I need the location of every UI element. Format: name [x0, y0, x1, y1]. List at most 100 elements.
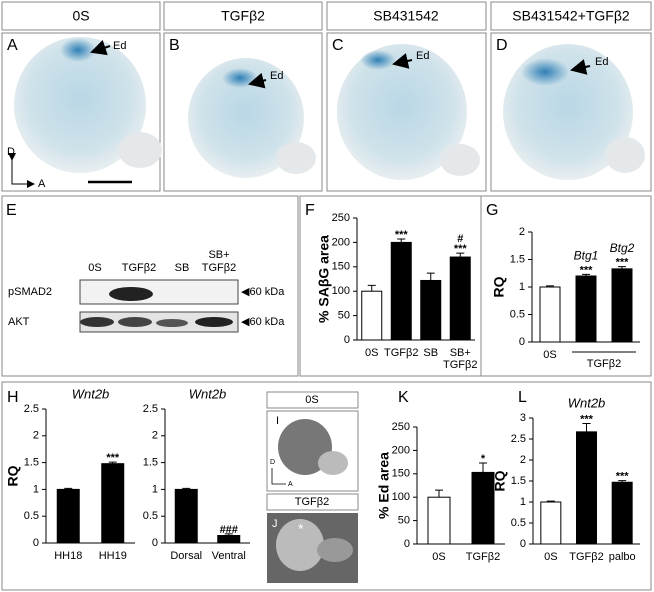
y-tick-label: 150	[332, 261, 350, 273]
y-tick-label: 2	[520, 454, 526, 466]
panel-letter: I	[276, 415, 279, 427]
error-bar	[618, 266, 626, 269]
x-tick-label: HH19	[99, 550, 127, 562]
orientation-axes	[8, 153, 35, 188]
panel-box	[1, 381, 652, 591]
x-tick-label: TGFβ2	[569, 551, 603, 563]
arrow-label: Ed	[595, 56, 608, 68]
mark: *	[298, 521, 304, 537]
panel-letter: E	[6, 202, 17, 219]
error-bar	[367, 284, 376, 292]
significance-label: ***	[106, 452, 120, 464]
y-tick-label: 250	[332, 212, 350, 224]
group-label: TGFβ2	[587, 358, 621, 370]
lane-label: TGFβ2	[122, 262, 156, 274]
bar	[540, 501, 562, 545]
x-tick-label: 0S	[543, 349, 556, 361]
significance-label: ***	[616, 257, 630, 269]
lane-label: SB	[175, 262, 190, 274]
y-tick-label: 1.5	[510, 253, 525, 265]
bar	[217, 534, 241, 544]
panel-letter: J	[272, 518, 278, 530]
header-box	[326, 1, 487, 31]
x-tick-label: Ventral	[212, 550, 246, 562]
x-tick-label: HH18	[54, 550, 82, 562]
header: TGFβ2	[221, 8, 265, 24]
y-tick-label: 3	[520, 412, 526, 424]
bar	[420, 279, 442, 341]
significance-label: ***	[616, 470, 630, 482]
arrow	[570, 59, 591, 75]
panel-letter: A	[7, 37, 18, 54]
y-tick-label: 0.5	[143, 510, 158, 522]
arrow-label: Ed	[270, 70, 283, 82]
arrow-label: Ed	[113, 40, 126, 52]
y-tick-label: 0.5	[511, 517, 526, 529]
significance-label: #	[457, 233, 463, 245]
bar	[576, 431, 597, 545]
arrow-label: Ed	[416, 50, 429, 62]
y-tick-label: 1.5	[24, 457, 39, 469]
y-axis-title: RQ	[491, 276, 507, 297]
chart-title: Wnt2b	[72, 386, 110, 401]
error-bar	[618, 480, 627, 483]
x-tick-label: TGFβ2	[443, 359, 477, 371]
significance-label: ***	[580, 413, 594, 425]
y-tick-label: 1	[152, 483, 158, 495]
embryo	[14, 37, 645, 180]
y-tick-label: 150	[392, 468, 410, 480]
y-tick-label: 1.5	[511, 475, 526, 487]
panel-letter: B	[169, 37, 180, 54]
y-tick-label: 0	[33, 537, 39, 549]
error-bar	[108, 461, 117, 464]
significance-label: *	[481, 453, 486, 465]
x-tick-label: TGFβ2	[384, 347, 418, 359]
y-tick-label: 50	[398, 515, 410, 527]
y-tick-label: 2	[33, 430, 39, 442]
y-tick-label: 50	[338, 310, 350, 322]
y-axis-title: % Ed area	[376, 452, 392, 519]
header: SB431542+TGFβ2	[512, 8, 630, 24]
arrow	[90, 39, 111, 56]
marker-label: ◀60 kDa	[241, 316, 285, 328]
x-tick-label: SB+	[450, 347, 471, 359]
bar	[449, 256, 471, 341]
bar	[390, 241, 412, 341]
y-tick-label: 2.5	[143, 403, 158, 415]
image-panel	[1, 32, 161, 192]
x-tick-label: SB	[423, 347, 438, 359]
chart-title: Wnt2b	[189, 386, 227, 401]
y-tick-label: 250	[392, 421, 410, 433]
embryo	[317, 538, 353, 562]
panel-letter: K	[398, 389, 409, 406]
error-bar	[435, 489, 443, 498]
band	[118, 317, 152, 327]
error-bar	[582, 273, 590, 276]
panel-letter: D	[496, 37, 508, 54]
orientation-label: A	[38, 178, 46, 190]
significance-label: ***	[395, 229, 409, 241]
significance-label: ***	[454, 243, 468, 255]
bar	[427, 496, 451, 545]
significance-label: ***	[580, 264, 594, 276]
header-box	[163, 1, 323, 31]
y-tick-label: 100	[332, 285, 350, 297]
x-tick-label: 0S	[432, 551, 445, 563]
y-tick-label: 2.5	[24, 403, 39, 415]
y-tick-label: 1	[33, 483, 39, 495]
bar	[575, 275, 597, 343]
bar	[611, 268, 633, 343]
panel-box	[299, 195, 652, 377]
panel-letter: H	[7, 389, 19, 406]
inset-header	[266, 391, 359, 409]
y-tick-label: 2	[519, 226, 525, 238]
bar-label: Btg2	[610, 241, 635, 255]
y-tick-label: 200	[332, 236, 350, 248]
bar	[611, 481, 633, 545]
error-bar	[546, 285, 554, 287]
error-bar	[397, 238, 406, 243]
lane-label: TGFβ2	[202, 262, 236, 274]
image-panel	[490, 32, 652, 192]
y-tick-label: 2.5	[511, 433, 526, 445]
